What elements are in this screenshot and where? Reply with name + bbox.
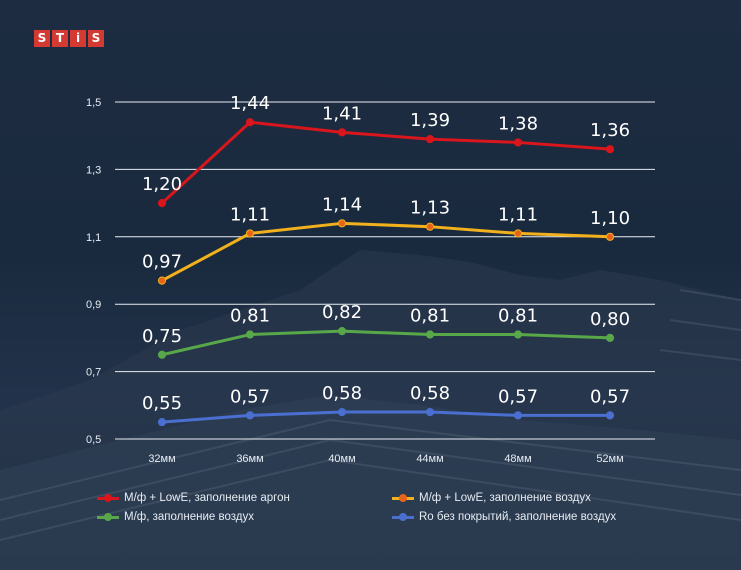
x-tick-label: 36мм — [236, 453, 263, 465]
y-tick-label: 0,9 — [86, 299, 101, 311]
data-label: 0,80 — [590, 309, 630, 330]
data-point — [245, 411, 255, 420]
data-label: 0,81 — [410, 306, 450, 327]
data-point — [513, 411, 523, 420]
legend-label: М/ф + LowE, заполнение воздух — [419, 492, 591, 504]
y-tick-label: 0,5 — [86, 434, 101, 446]
data-label: 0,57 — [590, 386, 630, 407]
data-label: 0,81 — [498, 306, 538, 327]
data-point — [605, 411, 615, 420]
data-label: 1,11 — [230, 204, 270, 225]
data-label: 1,10 — [590, 208, 630, 229]
y-tick-label: 1,1 — [86, 232, 101, 244]
data-point — [605, 145, 615, 154]
logo-letter: T — [52, 30, 68, 47]
data-label: 1,20 — [142, 174, 182, 195]
data-point — [245, 118, 255, 127]
data-label: 1,39 — [410, 110, 450, 131]
data-label: 1,41 — [322, 103, 362, 124]
legend-item-mf-air: М/ф, заполнение воздух — [97, 511, 254, 523]
series-line — [161, 410, 610, 424]
data-point — [513, 330, 523, 339]
data-point — [157, 418, 167, 427]
data-label: 0,82 — [322, 302, 362, 323]
legend-item-argon: М/ф + LowE, заполнение аргон — [97, 492, 290, 504]
x-tick-label: 40мм — [328, 453, 355, 465]
x-tick-label: 44мм — [416, 453, 443, 465]
legend-item-lowe-air: М/ф + LowE, заполнение воздух — [392, 492, 591, 504]
data-point — [425, 134, 435, 144]
data-label: 0,75 — [142, 326, 182, 347]
data-point — [157, 276, 167, 285]
data-point — [337, 327, 347, 336]
y-tick-label: 1,5 — [86, 97, 101, 109]
legend-item-ro-air: Ro без покрытий, заполнение воздух — [392, 511, 616, 523]
logo-letter: i — [70, 30, 86, 47]
data-label: 0,57 — [498, 386, 538, 407]
data-point — [337, 219, 347, 228]
data-label: 0,97 — [142, 252, 182, 273]
series-line — [161, 329, 611, 357]
data-label: 1,13 — [410, 198, 450, 219]
data-label: 0,57 — [230, 386, 270, 407]
data-point — [157, 199, 167, 208]
data-point — [513, 138, 523, 147]
data-label: 1,14 — [322, 194, 362, 215]
data-point — [157, 350, 167, 359]
data-point — [337, 407, 347, 417]
data-label: 1,38 — [498, 113, 538, 134]
data-label: 0,55 — [142, 393, 182, 414]
data-point — [605, 333, 615, 342]
series-line — [161, 221, 611, 282]
data-point — [425, 222, 435, 231]
y-tick-label: 1,3 — [86, 164, 101, 176]
data-point — [425, 407, 435, 417]
legend-label: Ro без покрытий, заполнение воздух — [419, 511, 617, 523]
stis-logo: S T i S — [34, 30, 104, 47]
data-label: 0,81 — [230, 306, 270, 327]
series-line — [160, 120, 611, 205]
x-tick-label: 48мм — [504, 453, 531, 465]
data-label: 0,58 — [322, 383, 362, 404]
logo-letter: S — [88, 30, 104, 47]
data-point — [513, 229, 523, 238]
data-label: 1,11 — [498, 204, 538, 225]
data-point — [245, 229, 255, 238]
data-label: 1,44 — [230, 93, 270, 114]
y-tick-label: 0,7 — [86, 367, 101, 379]
legend-label: М/ф + LowE, заполнение аргон — [124, 492, 290, 504]
legend-label: М/ф, заполнение воздух — [124, 511, 254, 523]
data-point — [337, 128, 347, 137]
data-point — [245, 330, 255, 339]
data-point — [605, 232, 615, 241]
data-label: 0,58 — [410, 383, 450, 404]
data-label: 1,36 — [590, 120, 630, 141]
logo-letter: S — [34, 30, 50, 47]
x-tick-label: 52мм — [596, 453, 623, 465]
x-tick-label: 32мм — [148, 453, 175, 465]
data-point — [425, 330, 435, 339]
